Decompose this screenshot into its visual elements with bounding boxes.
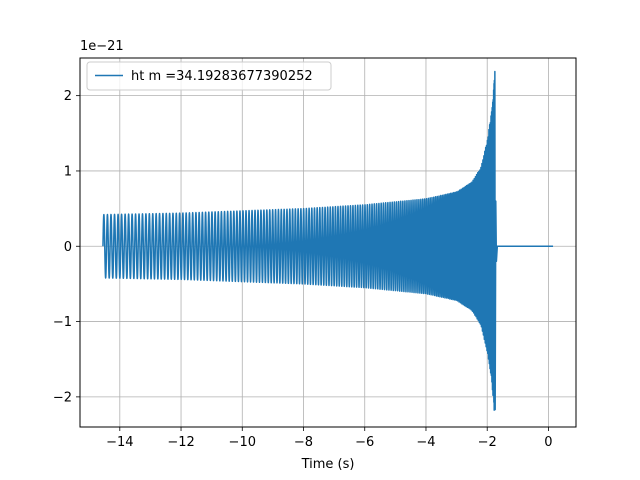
x-axis-label: Time (s): [301, 457, 355, 472]
x-tick-label: −14: [106, 435, 133, 450]
legend: ht m =34.19283677390252: [86, 61, 332, 91]
y-tick-label: 1: [64, 164, 72, 179]
x-tick-label: −6: [355, 435, 374, 450]
x-tick-label: 0: [544, 435, 552, 450]
y-offset-text: 1e−21: [80, 39, 124, 54]
x-tick-label: −8: [294, 435, 313, 450]
data-layer: [102, 70, 554, 411]
y-tick-label: 2: [64, 89, 72, 104]
y-tick-label: −1: [53, 315, 72, 330]
x-tick-label: −4: [416, 435, 435, 450]
axes-frame: [79, 57, 577, 428]
y-tick-label: 0: [64, 240, 72, 255]
x-tick-label: −10: [229, 435, 256, 450]
y-tick-label: −2: [53, 390, 72, 405]
legend-box: [86, 61, 332, 91]
x-tick-label: −12: [167, 435, 194, 450]
legend-entry-label: ht m =34.19283677390252: [131, 69, 313, 84]
x-tick-label: −2: [478, 435, 497, 450]
waveform-series-line: [102, 70, 554, 411]
